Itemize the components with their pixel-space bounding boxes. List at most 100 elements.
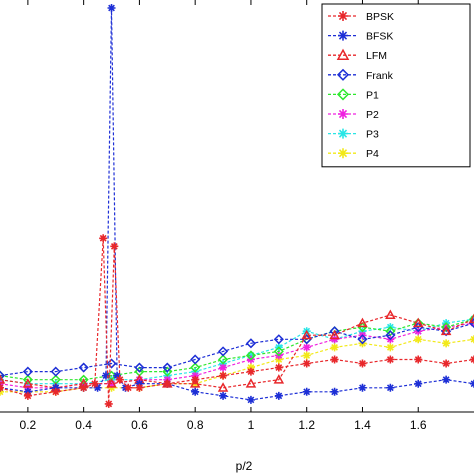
data-point-lfm	[357, 317, 368, 328]
data-point-p1	[162, 366, 173, 377]
legend-label: P4	[366, 148, 379, 160]
data-point-frank	[106, 358, 117, 369]
legend-entry-bpsk: BPSK	[328, 11, 394, 23]
data-point-bpsk	[99, 234, 108, 243]
data-point-bpsk	[90, 379, 99, 388]
legend-marker	[338, 148, 348, 159]
data-point-p4	[274, 355, 283, 364]
data-point-p3	[246, 351, 255, 360]
data-point-bfsk	[330, 387, 339, 396]
x-axis-ticks: 0.2 0.4 0.6 0.8 1 1.2 1.4 1.6	[20, 0, 427, 432]
data-point-bfsk	[414, 379, 423, 388]
x-tick-label: 1.6	[410, 418, 427, 432]
data-point-lfm	[440, 325, 452, 336]
data-point-p4	[330, 343, 339, 352]
data-point-bfsk	[246, 395, 255, 404]
data-point-bfsk	[358, 383, 367, 392]
legend-entry-frank: Frank	[328, 68, 394, 82]
legend-entry-p2: P2	[328, 109, 379, 121]
legend-label: Frank	[366, 70, 394, 82]
data-point-frank	[357, 334, 368, 345]
data-point-lfm	[217, 382, 229, 392]
legend-marker	[338, 30, 348, 41]
data-point-p1	[190, 362, 201, 373]
legend-marker	[336, 48, 350, 60]
data-point-p2	[219, 363, 228, 372]
data-point-p4	[107, 383, 116, 392]
data-point-p2	[330, 335, 339, 344]
data-point-frank	[385, 330, 396, 341]
legend-label: P2	[366, 109, 379, 121]
data-point-bfsk	[23, 387, 32, 396]
plot-area	[0, 4, 474, 408]
data-point-bpsk	[163, 379, 172, 388]
legend-label: LFM	[366, 50, 387, 62]
data-point-bfsk	[219, 391, 228, 400]
data-point-frank	[134, 362, 145, 373]
legend-marker	[336, 68, 350, 81]
legend-entry-p3: P3	[328, 128, 379, 141]
data-point-frank	[78, 362, 89, 373]
data-point-bfsk	[302, 387, 311, 396]
data-point-p1	[468, 314, 474, 325]
series-line-frank	[0, 322, 474, 377]
series-bpsk	[0, 234, 474, 408]
data-point-bpsk	[79, 383, 88, 392]
data-point-bpsk	[330, 355, 339, 364]
legend-marker	[336, 88, 350, 101]
data-point-p1	[217, 354, 229, 365]
data-point-frank	[190, 354, 201, 365]
data-point-lfm	[189, 378, 201, 388]
x-tick-label: 1.4	[354, 418, 371, 432]
data-point-bpsk	[386, 355, 395, 364]
data-point-bfsk	[135, 379, 144, 388]
data-point-p4	[246, 363, 255, 372]
legend-marker	[338, 109, 348, 119]
series-line-p4	[0, 338, 474, 393]
data-point-bpsk	[358, 359, 367, 368]
x-tick-label: 0.2	[20, 418, 37, 432]
data-point-lfm	[468, 313, 474, 324]
x-tick-label: 1.2	[298, 418, 315, 432]
data-point-bfsk	[93, 383, 102, 392]
data-point-bfsk	[386, 383, 395, 392]
data-point-p2	[23, 383, 32, 392]
legend-entry-p4: P4	[328, 148, 379, 160]
data-point-bfsk	[51, 383, 60, 392]
data-point-lfm	[245, 378, 257, 388]
legend-label: BFSK	[366, 31, 393, 43]
data-point-p1	[273, 346, 284, 357]
legend: BPSK BFSK LFM Frank P1 P2 P3 P4	[321, 3, 471, 168]
data-point-frank	[162, 362, 173, 373]
data-point-bfsk	[191, 387, 200, 396]
legend-box	[321, 3, 471, 168]
legend-entry-lfm: LFM	[328, 48, 387, 62]
data-point-bpsk	[110, 242, 119, 251]
series-line-lfm	[0, 314, 474, 389]
legend-label: BPSK	[366, 11, 394, 23]
data-point-bpsk	[124, 383, 133, 392]
data-point-frank	[0, 370, 6, 381]
data-point-bpsk	[51, 387, 60, 396]
data-point-bpsk	[135, 383, 144, 392]
legend-entry-p1: P1	[328, 88, 379, 101]
data-point-bpsk	[104, 399, 113, 408]
data-point-p1	[22, 374, 33, 385]
series-line-p3	[0, 318, 474, 385]
data-point-bpsk	[274, 363, 283, 372]
data-point-p4	[442, 339, 451, 348]
data-point-p2	[302, 343, 311, 352]
data-point-p1	[245, 350, 257, 361]
x-axis-title: p/2	[236, 459, 253, 473]
legend-marker	[338, 128, 348, 139]
data-point-lfm	[0, 374, 6, 384]
data-point-lfm	[22, 378, 34, 388]
x-tick-label: 0.4	[75, 418, 92, 432]
data-point-bfsk	[442, 375, 451, 384]
series-line-p1	[0, 318, 474, 381]
data-point-frank	[273, 334, 284, 345]
data-point-p4	[302, 351, 311, 360]
data-point-bfsk	[274, 391, 283, 400]
data-point-bpsk	[23, 391, 32, 400]
